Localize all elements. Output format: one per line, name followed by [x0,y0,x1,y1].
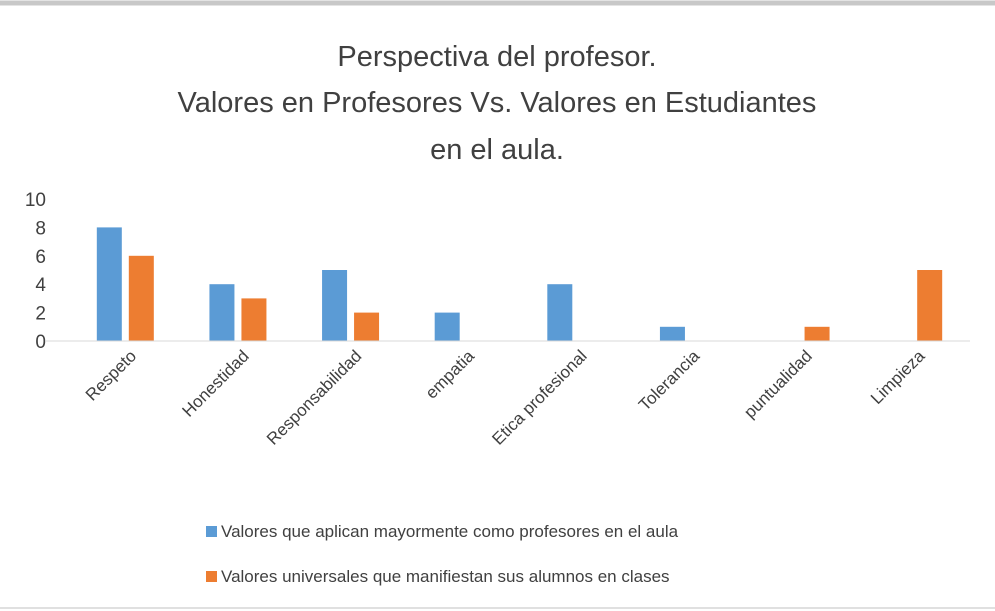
bar [547,284,573,341]
bar [241,298,267,341]
chart-title: en el aula. [430,134,564,166]
bar [209,284,235,341]
y-tick-label: 6 [35,247,46,268]
legend-swatch [206,571,217,582]
y-tick-label: 2 [35,304,46,325]
bar [128,255,154,341]
y-tick-label: 0 [35,332,46,353]
bar [322,270,348,341]
bar [804,326,830,341]
bar [96,227,122,341]
y-tick-label: 10 [25,190,46,211]
legend-swatch [206,526,217,537]
bar [659,326,685,341]
bar [434,312,460,341]
y-tick-label: 4 [35,275,46,296]
chart-title: Perspectiva del profesor. [337,41,656,73]
legend-label: Valores universales que manifiestan sus … [221,567,670,586]
chart-title: Valores en Profesores Vs. Valores en Est… [178,87,817,119]
bar [354,312,380,341]
bar [917,270,943,341]
y-tick-label: 8 [35,218,46,239]
legend-label: Valores que aplican mayormente como prof… [221,522,679,541]
